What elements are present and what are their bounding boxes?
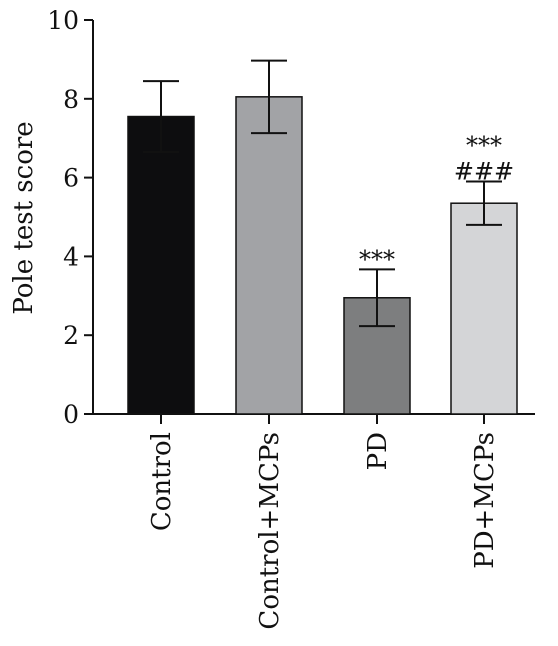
y-tick-label: 6 <box>63 164 79 193</box>
y-tick-label: 2 <box>63 321 79 350</box>
category-label: PD <box>363 432 393 470</box>
y-ticks: 0 2 4 6 8 10 <box>47 6 93 429</box>
significance-label: *** <box>466 132 502 160</box>
category-labels: Control Control+MCPs PD PD+MCPs <box>147 414 500 630</box>
significance-label: ### <box>454 158 514 186</box>
category-label: Control <box>147 432 177 531</box>
bar <box>127 115 195 415</box>
y-tick-label: 10 <box>47 6 79 35</box>
y-tick-label: 4 <box>63 242 79 271</box>
bar <box>235 96 303 415</box>
category-label: Control+MCPs <box>255 432 285 630</box>
category-label: PD+MCPs <box>470 432 500 569</box>
y-axis-title: Pole test score <box>9 121 39 314</box>
y-tick-label: 0 <box>63 400 79 429</box>
bars <box>127 59 518 415</box>
significance-label: *** <box>359 245 395 273</box>
annotations: ******### <box>359 132 514 274</box>
bar <box>450 202 518 415</box>
y-tick-label: 8 <box>63 85 79 114</box>
